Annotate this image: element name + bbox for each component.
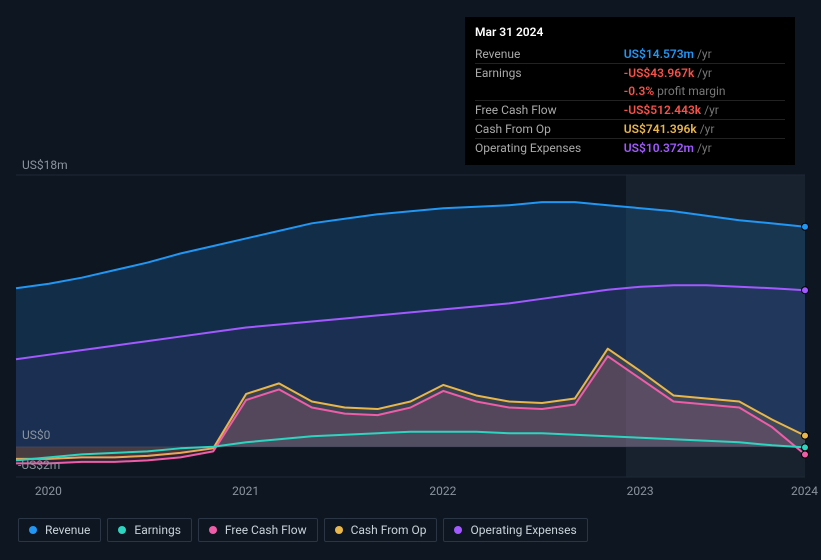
tooltip-row: Operating ExpensesUS$10.372m/yr [475, 139, 785, 158]
x-axis-label: 2020 [35, 484, 62, 498]
tooltip-title: Mar 31 2024 [475, 25, 785, 39]
tooltip-row-value: US$10.372m/yr [624, 139, 785, 158]
tooltip-row-label: Free Cash Flow [475, 101, 624, 120]
tooltip-row-value: US$741.396k/yr [624, 120, 785, 139]
tooltip-row-label: Revenue [475, 45, 624, 64]
x-axis-label: 2023 [627, 484, 654, 498]
legend-item-label: Revenue [45, 523, 90, 537]
tooltip-row-value: -US$43.967k/yr [624, 64, 785, 83]
legend-dot-icon [29, 526, 37, 534]
tooltip-row: Earnings-US$43.967k/yr [475, 64, 785, 83]
y-axis-label: -US$2m [18, 458, 60, 472]
legend-item-label: Cash From Op [351, 523, 427, 537]
x-axis-label: 2022 [429, 484, 456, 498]
tooltip-table: RevenueUS$14.573m/yrEarnings-US$43.967k/… [475, 45, 785, 157]
legend-item-label: Operating Expenses [470, 523, 576, 537]
legend-dot-icon [335, 526, 343, 534]
tooltip-row: RevenueUS$14.573m/yr [475, 45, 785, 64]
tooltip-row-label: Cash From Op [475, 120, 624, 139]
legend-item-earnings[interactable]: Earnings [107, 518, 192, 542]
legend-item-fcf[interactable]: Free Cash Flow [198, 518, 318, 542]
legend-dot-icon [209, 526, 217, 534]
legend-item-label: Earnings [134, 523, 181, 537]
x-axis-label: 2021 [232, 484, 259, 498]
tooltip-row-label: Earnings [475, 64, 624, 83]
legend-dot-icon [118, 526, 126, 534]
tooltip-row: -0.3%profit margin [475, 82, 785, 101]
tooltip-row-value: US$14.573m/yr [624, 45, 785, 64]
legend-dot-icon [454, 526, 462, 534]
tooltip-row: Cash From OpUS$741.396k/yr [475, 120, 785, 139]
financials-chart: US$18m US$0 -US$2m 2020 2021 2022 2023 2024 Ma… [0, 0, 821, 560]
legend-item-label: Free Cash Flow [225, 523, 307, 537]
y-axis-label: US$18m [22, 158, 68, 172]
tooltip-row-label: Operating Expenses [475, 139, 624, 158]
chart-tooltip: Mar 31 2024 RevenueUS$14.573m/yrEarnings… [465, 17, 795, 165]
x-axis-label: 2024 [791, 484, 818, 498]
legend-item-opex[interactable]: Operating Expenses [443, 518, 587, 542]
tooltip-row-value: -US$512.443k/yr [624, 101, 785, 120]
legend-item-revenue[interactable]: Revenue [18, 518, 101, 542]
legend-item-cfo[interactable]: Cash From Op [324, 518, 438, 542]
tooltip-row-sub: -0.3%profit margin [624, 82, 785, 101]
chart-legend: Revenue Earnings Free Cash Flow Cash From O… [18, 518, 588, 542]
tooltip-row: Free Cash Flow-US$512.443k/yr [475, 101, 785, 120]
y-axis-label: US$0 [22, 428, 50, 442]
